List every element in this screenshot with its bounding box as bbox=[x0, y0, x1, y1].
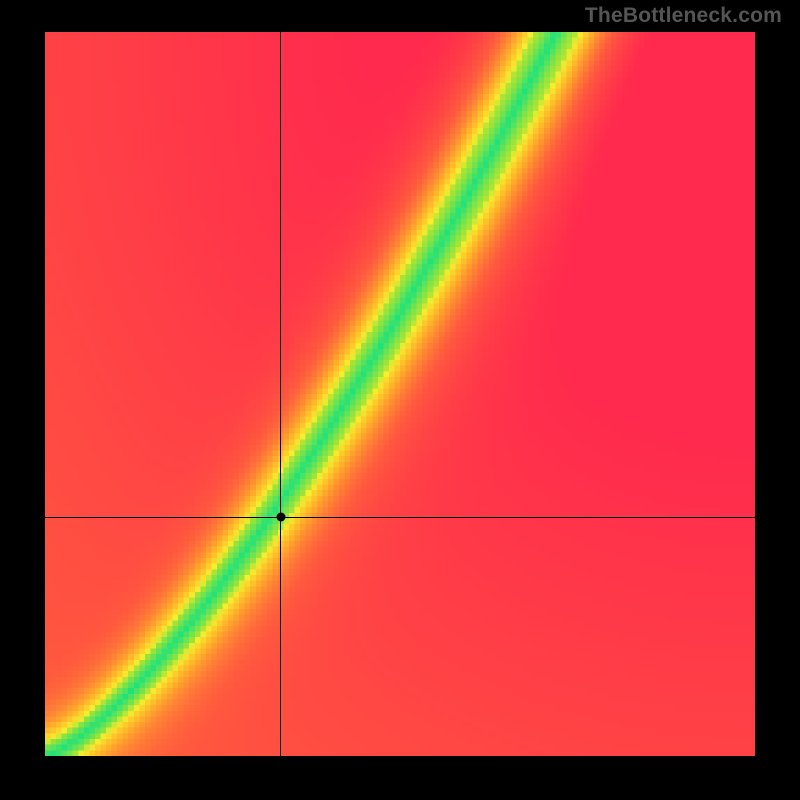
crosshair-horizontal bbox=[45, 517, 755, 518]
marker-dot bbox=[276, 513, 285, 522]
watermark-text: TheBottleneck.com bbox=[585, 4, 782, 28]
crosshair-vertical bbox=[280, 32, 281, 756]
heatmap-canvas bbox=[45, 32, 755, 756]
bottleneck-heatmap bbox=[45, 32, 755, 756]
